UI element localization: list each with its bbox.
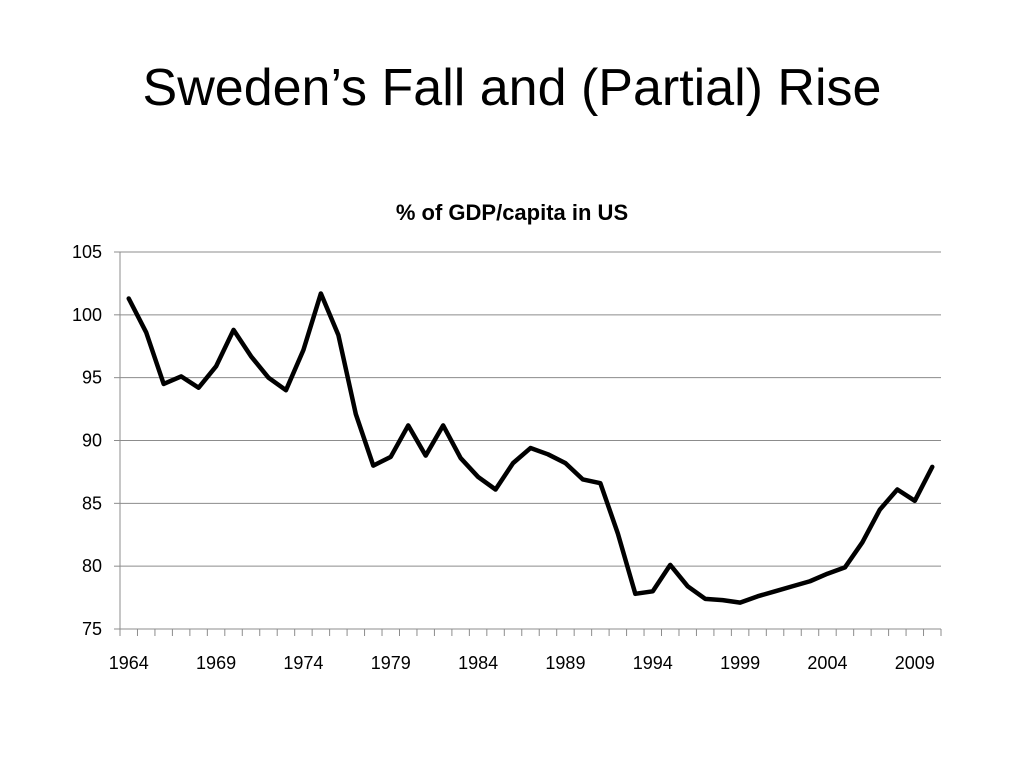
x-tick-label: 2009 [895,653,935,673]
y-tick-label: 105 [72,242,102,262]
x-tick-label: 2004 [807,653,847,673]
slide-title: Sweden’s Fall and (Partial) Rise [142,59,882,117]
x-tick-labels: 1964 1969 1974 1979 1984 1989 1994 1999 2004 2009 [109,653,935,673]
y-tick-labels: 75 80 85 90 95 100 105 [72,242,102,639]
y-tick-label: 80 [82,556,102,576]
y-tick-label: 75 [82,619,102,639]
x-tick-label: 1964 [109,653,149,673]
x-tick-label: 1974 [283,653,323,673]
x-tick-label: 1979 [371,653,411,673]
y-tick-label: 90 [82,431,102,451]
x-tick-label: 1969 [196,653,236,673]
y-tick-label: 85 [82,493,102,513]
x-tick-label: 1989 [545,653,585,673]
x-tick-label: 1994 [633,653,673,673]
chart-title: % of GDP/capita in US [396,200,628,225]
series-line [126,291,935,605]
x-tick-label: 1984 [458,653,498,673]
x-tick-label: 1999 [720,653,760,673]
y-tick-label: 100 [72,305,102,325]
gridlines [120,251,941,567]
axes [114,251,942,636]
y-tick-label: 95 [82,368,102,388]
